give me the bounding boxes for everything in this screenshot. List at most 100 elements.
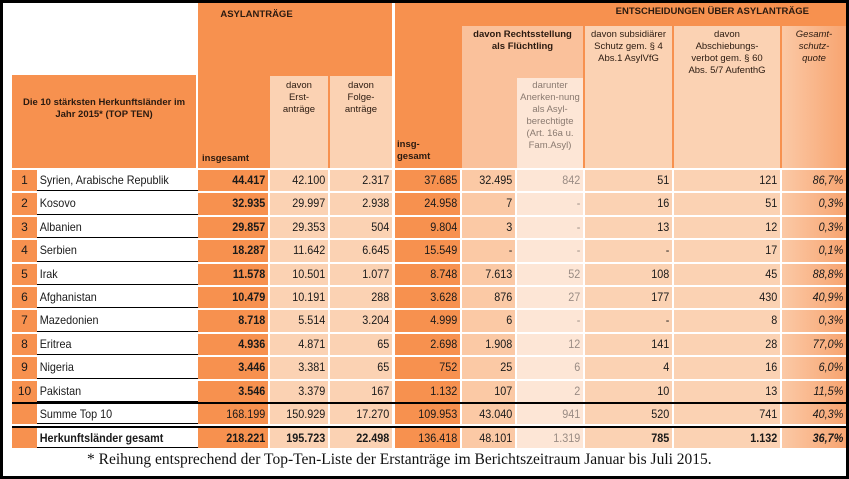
cell-bg-ent-subsidiaer — [585, 193, 672, 215]
row-7-asyl-folge: 3.204 — [362, 313, 390, 328]
row-6-ent-quote: 40,9% — [812, 290, 844, 304]
row-7-ent-recht: 6 — [506, 313, 513, 328]
cell-bg-rank — [12, 357, 37, 379]
row-5-ent-insgesamt: 8.748 — [430, 266, 458, 281]
row-6-country: Afghanistan — [39, 290, 97, 304]
row-8-asyl-insgesamt: 4.936 — [238, 336, 266, 351]
cell-bg-asyl-folge — [330, 287, 392, 309]
row-7-rank: 7 — [21, 313, 28, 328]
cell-bg-ent-subsidiaer — [585, 240, 672, 262]
row-5-ent-darunter: 52 — [568, 266, 581, 281]
cell-bg-ent-abschiebung — [674, 333, 780, 356]
cell-bg-ent-darunter — [517, 404, 583, 424]
cell-bg-country — [37, 193, 199, 215]
row-2-ent-insgesamt: 24.958 — [424, 196, 458, 211]
cell-bg-country — [37, 310, 199, 332]
cell-bg-asyl-erst — [270, 240, 328, 262]
header-ent-insgesamt: insg-gesamt — [397, 139, 431, 162]
cell-bg-asyl-insgesamt — [198, 310, 268, 332]
summary-ent-subsidiaer: 520 — [651, 407, 670, 421]
cell-bg-country — [37, 240, 199, 262]
cell-bg-rank — [12, 380, 37, 402]
cell-bg-asyl-erst — [270, 404, 328, 424]
cell-bg-asyl-insgesamt — [198, 263, 268, 285]
row-1-country: Syrien, Arabische Republik — [39, 173, 169, 187]
row-5-rank: 5 — [21, 266, 28, 281]
row-4-ent-insgesamt: 15.549 — [424, 243, 458, 258]
row-6-ent-darunter: 27 — [568, 290, 581, 304]
table-row: 10 Pakistan 3.546 3.379 167 1.132 107 2 10 13 11,5… — [3, 380, 846, 404]
row-3-ent-abschiebung: 12 — [765, 219, 778, 234]
row-6-asyl-insgesamt: 10.479 — [232, 290, 266, 304]
cell-bg-rank — [12, 240, 37, 262]
header-asyl-group-label: ASYLANTRÄGE — [220, 9, 293, 20]
row-2-ent-recht: 7 — [506, 196, 513, 211]
row-4-ent-abschiebung: 17 — [765, 243, 778, 258]
total-asyl-insgesamt: 218.221 — [226, 431, 266, 445]
row-9-ent-abschiebung: 16 — [765, 360, 778, 375]
cell-bg-ent-darunter — [517, 380, 583, 402]
cell-bg-country — [37, 263, 199, 285]
row-8-ent-insgesamt: 2.698 — [430, 336, 458, 351]
row-1-asyl-insgesamt: 44.417 — [232, 173, 266, 187]
cell-bg-ent-abschiebung — [674, 240, 780, 262]
cell-bg-asyl-erst — [270, 193, 328, 215]
cell-bg-ent-subsidiaer — [585, 380, 672, 402]
summary-asyl-erst: 150.929 — [286, 407, 326, 421]
row-6-ent-subsidiaer: 177 — [651, 290, 670, 304]
cell-bg-rank — [12, 263, 37, 285]
cell-bg-ent-insgesamt — [395, 310, 460, 332]
row-2-rank: 2 — [21, 196, 28, 211]
cell-bg-asyl-insgesamt — [198, 240, 268, 262]
row-6-ent-insgesamt: 3.628 — [430, 290, 458, 304]
table-row: 3 Albanien 29.857 29.353 504 9.804 3 - 13 12 0,3% — [3, 216, 846, 240]
header-asyl-insgesamt: insgesamt — [202, 153, 249, 164]
header-left-title: Die 10 stärksten Herkunftsländer im Jahr… — [12, 75, 196, 168]
cell-bg-ent-insgesamt — [395, 170, 460, 192]
total-ent-darunter: 1.319 — [553, 431, 581, 445]
total-asyl-erst: 195.723 — [286, 431, 326, 445]
summary-ent-insgesamt: 109.953 — [418, 407, 458, 421]
cell-bg-rank — [12, 170, 37, 192]
cell-bg-ent-recht — [462, 216, 515, 239]
cell-bg-ent-darunter — [517, 193, 583, 215]
cell-bg-ent-subsidiaer — [585, 404, 672, 424]
row-3-asyl-erst: 29.353 — [292, 219, 326, 234]
cell-bg-ent-abschiebung — [674, 357, 780, 379]
cell-bg-asyl-insgesamt — [198, 428, 268, 448]
cell-bg-ent-insgesamt — [395, 263, 460, 285]
cell-bg-ent-recht — [462, 287, 515, 309]
cell-bg-asyl-insgesamt — [198, 333, 268, 356]
cell-bg-ent-quote — [782, 170, 846, 192]
cell-bg-ent-insgesamt — [395, 287, 460, 309]
row-6-ent-recht: 876 — [494, 290, 513, 304]
row-3-asyl-folge: 504 — [371, 219, 390, 234]
row-4-country: Serbien — [39, 243, 77, 258]
cell-bg-ent-subsidiaer — [585, 216, 672, 239]
header-ent-quote: Gesamt-schutz-quote — [782, 26, 846, 168]
cell-bg-ent-insgesamt — [395, 380, 460, 402]
table-row: 6 Afghanistan 10.479 10.191 288 3.628 876 27 177… — [3, 287, 846, 310]
cell-bg-ent-recht — [462, 240, 515, 262]
row-3-rank: 3 — [21, 219, 28, 234]
row-1-ent-recht: 32.495 — [479, 173, 513, 187]
row-9-ent-darunter: 6 — [574, 360, 581, 375]
row-10-asyl-folge: 167 — [371, 383, 390, 398]
cell-bg-asyl-folge — [330, 240, 392, 262]
cell-bg-rank — [12, 310, 37, 332]
row-2-ent-subsidiaer: 16 — [657, 196, 670, 211]
cell-bg-asyl-folge — [330, 428, 392, 448]
row-1-ent-darunter: 842 — [562, 173, 581, 187]
cell-bg-asyl-insgesamt — [198, 170, 268, 192]
row-1-ent-insgesamt: 37.685 — [424, 173, 458, 187]
row-7-ent-quote: 0,3% — [818, 313, 844, 328]
cell-bg-ent-abschiebung — [674, 404, 780, 424]
cell-bg-country — [37, 357, 199, 379]
cell-bg-ent-quote — [782, 380, 846, 402]
cell-bg-ent-recht — [462, 357, 515, 379]
cell-bg-asyl-insgesamt — [198, 404, 268, 424]
row-10-asyl-erst: 3.379 — [298, 383, 326, 398]
cell-bg-rank — [12, 287, 37, 309]
cell-bg-ent-abschiebung — [674, 287, 780, 309]
cell-bg-asyl-erst — [270, 428, 328, 448]
